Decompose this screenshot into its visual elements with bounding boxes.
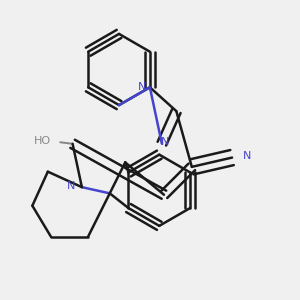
Text: N: N [138,82,146,92]
Text: HO: HO [34,136,51,146]
Text: N: N [161,137,169,147]
Text: N: N [243,151,251,161]
Text: N: N [67,181,76,190]
